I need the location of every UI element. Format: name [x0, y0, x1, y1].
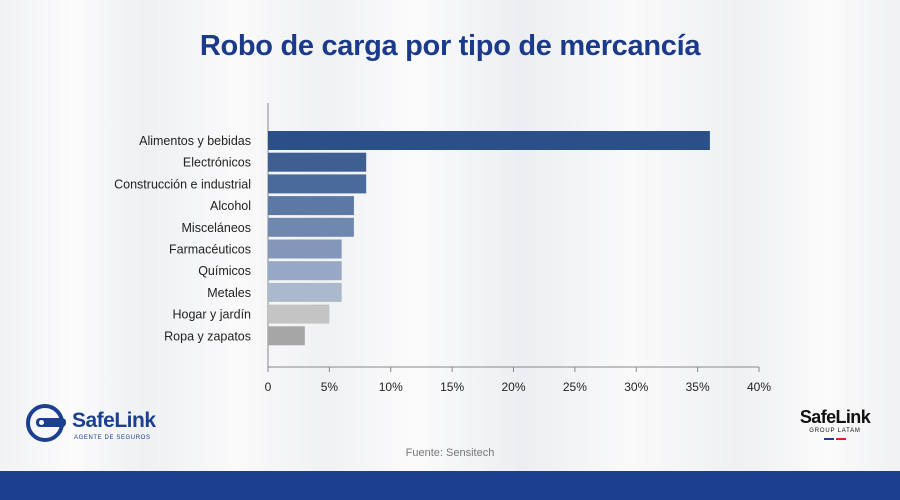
flag-stripe — [824, 438, 846, 440]
x-tick-label-7: 35% — [686, 380, 710, 394]
category-label-5: Farmacéuticos — [169, 243, 251, 257]
bar-2 — [268, 174, 367, 194]
category-label-1: Electrónicos — [183, 156, 251, 170]
category-label-9: Ropa y zapatos — [164, 329, 251, 343]
bar-5 — [268, 239, 342, 259]
footer-bar — [0, 471, 900, 500]
x-tick-label-6: 30% — [624, 380, 648, 394]
key-shaft — [36, 418, 66, 427]
category-label-3: Alcohol — [210, 199, 251, 213]
bar-1 — [268, 152, 367, 172]
category-label-0: Alimentos y bebidas — [139, 134, 251, 148]
category-label-4: Misceláneos — [182, 221, 251, 235]
category-label-8: Hogar y jardín — [172, 308, 251, 322]
key-hole — [39, 420, 44, 425]
category-label-2: Construcción e industrial — [114, 177, 251, 191]
bar-8 — [268, 304, 330, 324]
x-tick-label-4: 20% — [501, 380, 525, 394]
logo-right-brand: SafeLink — [799, 407, 871, 427]
bar-9 — [268, 326, 305, 346]
x-tick-label-5: 25% — [563, 380, 587, 394]
bar-6 — [268, 261, 342, 281]
bar-chart: Alimentos y bebidas Electrónicos Construcc… — [114, 103, 771, 394]
logo-right-tagline: GROUP LATAM — [809, 428, 861, 434]
safelink-agent-logo: SafeLink AGENTE DE SEGUROS — [26, 404, 166, 446]
x-tick-label-3: 15% — [440, 380, 464, 394]
category-label-6: Químicos — [198, 264, 251, 278]
bar-4 — [268, 217, 354, 237]
category-label-7: Metales — [207, 286, 251, 300]
bar-0 — [268, 131, 710, 150]
x-tick-label-2: 10% — [379, 380, 403, 394]
bar-7 — [268, 282, 342, 302]
bar-3 — [268, 196, 354, 216]
x-tick-label-0: 0 — [265, 380, 272, 394]
source-note: Fuente: Sensitech — [405, 447, 495, 459]
chart-title: Robo de carga por tipo de mercancía — [199, 30, 701, 62]
safelink-latam-logo: SafeLink GROUP LATAM — [790, 407, 880, 447]
x-tick-label-1: 5% — [321, 380, 339, 394]
x-tick-label-8: 40% — [747, 380, 771, 394]
logo-left-tagline: AGENTE DE SEGUROS — [74, 435, 151, 441]
logo-left-brand: SafeLink — [72, 409, 156, 432]
